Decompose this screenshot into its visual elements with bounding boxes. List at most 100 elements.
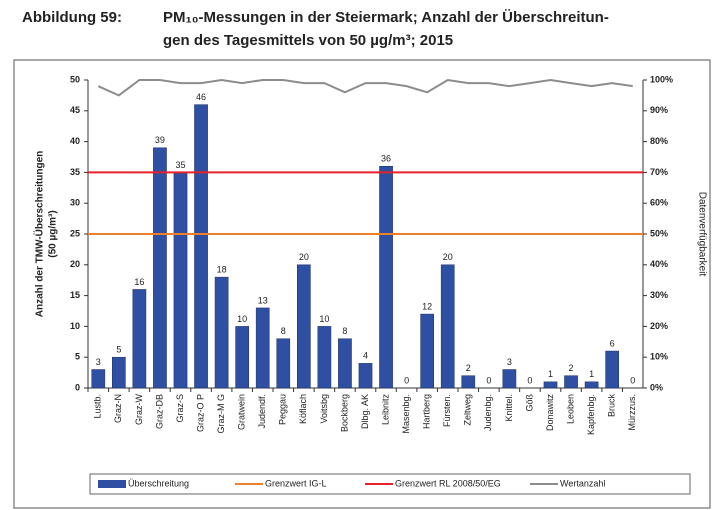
x-tick-label: Köflach: [298, 394, 308, 424]
y2-tick-label: 0%: [650, 382, 663, 392]
bar: [358, 363, 373, 389]
bar: [379, 165, 393, 389]
bar: [502, 369, 517, 389]
y-tick-label: 0: [75, 382, 80, 392]
bar: [584, 381, 599, 389]
x-tick-label: Mürzzus.: [627, 394, 637, 431]
x-tick-label: Graz-O P: [195, 394, 205, 432]
bar: [214, 276, 229, 389]
x-tick-label: Fürsten.: [442, 394, 452, 427]
x-tick-label: Graz-S: [175, 394, 185, 423]
x-tick-label: Zeltweg: [463, 394, 473, 426]
bar: [297, 264, 311, 389]
y-tick-label: 45: [70, 105, 80, 115]
x-tick-label: Graz-M G: [216, 394, 226, 434]
bar: [173, 172, 188, 389]
x-tick-label: Masenbg.: [401, 394, 411, 434]
bar: [91, 369, 106, 389]
y-tick-label: 35: [70, 167, 80, 177]
legend-label: Grenzwert RL 2008/50/EG: [395, 478, 501, 488]
value-label: 1: [548, 369, 553, 379]
value-label: 0: [630, 375, 635, 385]
y-tick-label: 15: [70, 290, 80, 300]
value-label: 39: [155, 135, 165, 145]
value-label: 5: [116, 345, 121, 355]
value-label: 20: [299, 252, 309, 262]
x-tick-label: Judenbg.: [483, 394, 493, 431]
bar: [194, 104, 208, 389]
y-tick-label: 50: [70, 74, 80, 84]
y-tick-label: 20: [70, 259, 80, 269]
bar: [153, 147, 167, 389]
x-tick-label: Gratwein: [237, 394, 247, 430]
y2-axis-label: Datenverfügbarkeit: [696, 192, 707, 277]
y-axis-label: (50 µg/m³): [48, 210, 59, 257]
legend-label: Wertanzahl: [560, 478, 605, 488]
line: [97, 78, 633, 97]
bar: [255, 307, 270, 389]
value-label: 20: [443, 252, 453, 262]
y-tick-label: 30: [70, 198, 80, 208]
value-label: 12: [422, 301, 432, 311]
bar: [338, 338, 352, 389]
value-label: 1: [589, 369, 594, 379]
y2-tick-label: 30%: [650, 290, 668, 300]
y-tick-label: 5: [75, 352, 80, 362]
value-label: 2: [569, 363, 574, 373]
value-label: 36: [381, 154, 391, 164]
y2-tick-label: 10%: [650, 352, 668, 362]
x-tick-label: Donawitz: [545, 394, 555, 432]
value-label: 3: [507, 357, 512, 367]
x-tick-label: Kapfenbg.: [586, 394, 596, 435]
value-label: 10: [237, 314, 247, 324]
chart-title: PM₁₀-Messungen in der Steiermark; Anzahl…: [163, 9, 609, 26]
y2-tick-label: 100%: [650, 74, 673, 84]
bar: [420, 313, 434, 389]
value-label: 6: [610, 338, 615, 348]
figure-label: Abbildung 59:: [22, 9, 122, 26]
x-tick-label: Bockberg: [339, 394, 349, 432]
legend-box: [89, 473, 691, 495]
value-label: 16: [134, 277, 144, 287]
x-tick-label: Graz-N: [113, 394, 123, 423]
y2-tick-label: 50%: [650, 228, 668, 238]
y2-tick-label: 40%: [650, 259, 668, 269]
value-label: 8: [342, 326, 347, 336]
value-label: 10: [319, 314, 329, 324]
legend-swatch: [98, 480, 126, 488]
bar: [132, 289, 147, 389]
bar: [235, 326, 249, 389]
y2-tick-label: 80%: [650, 136, 668, 146]
value-label: 8: [281, 326, 286, 336]
value-label: 35: [175, 160, 185, 170]
x-tick-label: Bruck: [607, 394, 617, 418]
x-tick-label: Leibnitz: [380, 394, 390, 426]
y2-tick-label: 70%: [650, 167, 668, 177]
bar: [605, 350, 619, 389]
x-tick-label: Voitsbg: [319, 394, 329, 424]
y-tick-label: 25: [70, 228, 80, 238]
value-label: 18: [217, 264, 227, 274]
value-label: 3: [96, 357, 101, 367]
x-tick-label: Graz-DB: [154, 394, 164, 429]
x-tick-label: Hartberg: [422, 394, 432, 429]
x-tick-label: Knittel.: [504, 394, 514, 422]
x-tick-label: Judendf.: [257, 394, 267, 429]
y-axis-label: Anzahl der TMW-Überschreitungen: [33, 151, 46, 317]
value-label: 46: [196, 92, 206, 102]
x-tick-label: Graz-W: [134, 394, 144, 426]
bar: [543, 381, 558, 389]
y2-tick-label: 90%: [650, 105, 668, 115]
legend-label: Überschreitung: [128, 478, 189, 488]
value-label: 13: [258, 295, 268, 305]
bar: [440, 264, 455, 389]
value-label: 2: [466, 363, 471, 373]
bar: [276, 338, 291, 389]
bar: [564, 375, 578, 389]
x-tick-label: Dlbg. AK: [360, 394, 370, 429]
x-tick-label: Peggau: [278, 394, 288, 425]
y2-tick-label: 20%: [650, 321, 668, 331]
bar: [317, 326, 332, 389]
frame: [13, 59, 711, 509]
